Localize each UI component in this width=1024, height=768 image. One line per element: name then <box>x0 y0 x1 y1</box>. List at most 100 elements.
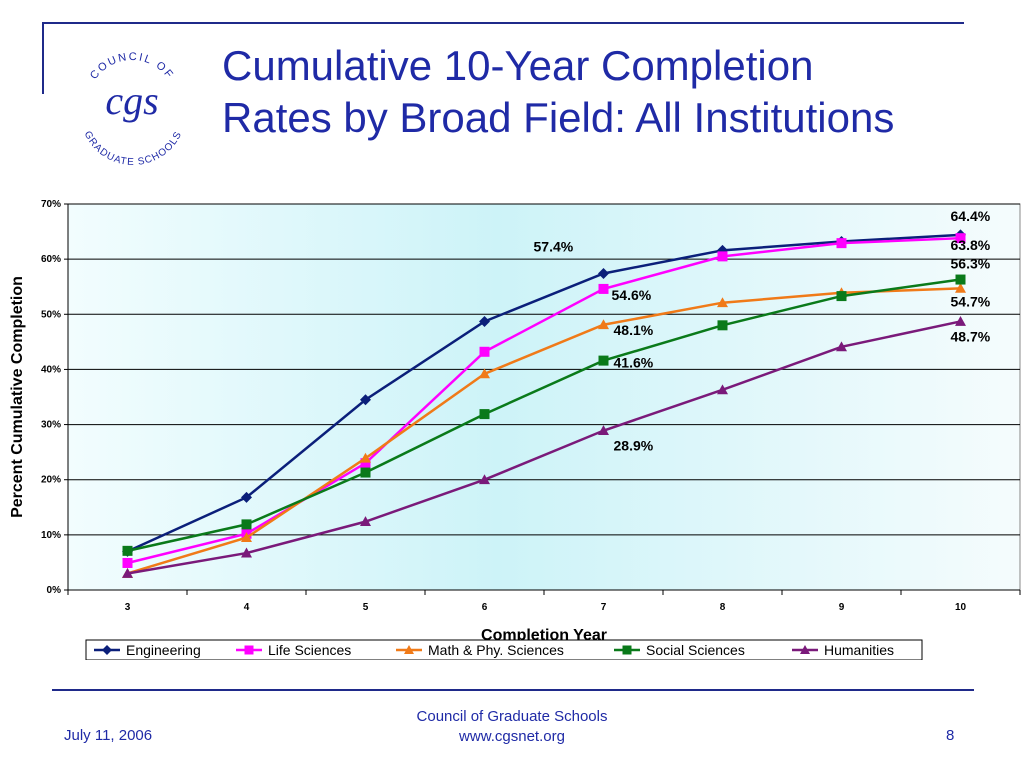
legend-marker <box>622 645 632 655</box>
data-point-life-sciences <box>122 557 133 568</box>
legend-item-engineering: Engineering <box>94 642 201 658</box>
series-humanities <box>122 315 966 578</box>
data-label: 54.6% <box>612 287 652 303</box>
legend-label: Social Sciences <box>646 642 745 658</box>
data-point-engineering <box>360 394 371 406</box>
data-point-math-phy-sciences <box>479 368 490 379</box>
data-point-social-sciences <box>598 355 609 366</box>
x-tick-label: 7 <box>601 602 607 613</box>
footer-rule <box>52 689 974 691</box>
footer-url[interactable]: www.cgsnet.org <box>459 728 565 745</box>
data-label: 64.4% <box>951 208 991 224</box>
data-point-math-phy-sciences <box>598 319 609 330</box>
data-point-social-sciences <box>241 519 252 530</box>
data-point-life-sciences <box>360 458 371 469</box>
y-tick-label: 40% <box>41 364 61 375</box>
legend-item-life-sciences: Life Sciences <box>236 642 351 658</box>
x-tick-label: 5 <box>363 602 369 613</box>
data-label: 48.7% <box>951 328 991 344</box>
data-point-social-sciences <box>717 320 728 331</box>
data-point-math-phy-sciences <box>717 297 728 308</box>
x-tick-label: 9 <box>839 602 845 613</box>
legend-box <box>85 639 923 660</box>
data-point-social-sciences <box>955 274 966 285</box>
y-tick-label: 50% <box>41 309 61 320</box>
data-point-humanities <box>598 425 609 436</box>
cgs-logo: COUNCIL OF cgs GRADUATE SCHOOLS <box>82 51 185 167</box>
series-line-humanities <box>127 320 961 575</box>
data-point-social-sciences <box>479 409 490 420</box>
header-top-rule <box>42 22 964 24</box>
data-point-social-sciences <box>122 545 133 556</box>
logo-bottom-text: GRADUATE SCHOOLS <box>82 129 185 167</box>
data-point-math-phy-sciences <box>360 452 371 463</box>
data-point-life-sciences <box>717 251 728 262</box>
data-label: 41.6% <box>614 355 654 371</box>
data-label: 28.9% <box>614 438 654 454</box>
page-title: Cumulative 10-Year Completion Rates by B… <box>222 40 982 144</box>
data-label: 57.4% <box>534 238 574 254</box>
data-label: 63.8% <box>951 237 991 253</box>
data-label: 56.3% <box>951 256 991 272</box>
data-point-social-sciences <box>360 467 371 478</box>
data-point-life-sciences <box>479 346 490 357</box>
data-point-humanities <box>479 474 490 485</box>
x-tick-label: 6 <box>482 602 488 613</box>
data-point-humanities <box>717 384 728 395</box>
completion-chart: 0%10%20%30%40%50%60%70%3 4 5 6 7 8 9 10Completi… <box>9 199 1021 660</box>
data-point-humanities <box>836 341 847 352</box>
series-line-engineering <box>126 233 961 553</box>
series-line-life-sciences <box>127 236 961 565</box>
data-point-life-sciences <box>955 233 966 244</box>
data-point-math-phy-sciences <box>955 282 966 293</box>
legend-label: Life Sciences <box>268 642 351 658</box>
data-point-engineering <box>479 315 490 327</box>
data-label: 48.1% <box>614 322 654 338</box>
y-axis-label: Percent Cumulative Completion <box>9 276 26 518</box>
legend-marker <box>800 645 810 654</box>
data-point-social-sciences <box>836 291 847 302</box>
legend-label: Engineering <box>126 642 201 658</box>
legend-item-social-sciences: Social Sciences <box>614 642 745 658</box>
data-point-engineering <box>598 267 609 279</box>
data-label: 54.7% <box>951 293 991 309</box>
y-tick-label: 10% <box>41 530 61 541</box>
legend-label: Math & Phy. Sciences <box>428 642 564 658</box>
legend-marker <box>244 645 254 655</box>
x-tick-label: 8 <box>720 602 726 613</box>
y-tick-label: 30% <box>41 420 61 431</box>
legend-item-math-phy-sciences: Math & Phy. Sciences <box>396 642 564 658</box>
page-number: 8 <box>946 727 955 744</box>
plot-area <box>67 203 1021 591</box>
y-tick-label: 70% <box>41 199 61 210</box>
x-tick-label: 4 <box>244 602 250 613</box>
legend-marker <box>404 645 414 654</box>
data-point-math-phy-sciences <box>241 532 252 543</box>
data-point-engineering <box>717 244 728 256</box>
data-point-life-sciences <box>836 238 847 249</box>
logo-monogram: cgs <box>105 78 158 123</box>
series-line-math-phy-sciences <box>127 287 961 575</box>
y-tick-label: 60% <box>41 254 61 265</box>
data-point-life-sciences <box>598 283 609 294</box>
legend-marker <box>102 645 112 655</box>
data-point-humanities <box>360 516 371 527</box>
title-line-2: Rates by Broad Field: All Institutions <box>222 94 895 141</box>
footer-date: July 11, 2006 <box>64 727 153 744</box>
footer-org: Council of Graduate Schools <box>416 708 608 725</box>
data-point-humanities <box>955 315 966 326</box>
footer-org-block: Council of Graduate Schools www.cgsnet.o… <box>360 707 664 747</box>
data-point-engineering <box>241 491 252 503</box>
series-social-sciences <box>122 274 966 556</box>
data-point-humanities <box>241 547 252 558</box>
title-line-1: Cumulative 10-Year Completion <box>222 42 814 89</box>
x-tick-label: 10 <box>955 602 967 613</box>
header-left-rule <box>42 22 44 94</box>
series-line-social-sciences <box>127 278 961 553</box>
y-tick-label: 20% <box>41 475 61 486</box>
x-tick-label: 3 <box>125 602 131 613</box>
data-point-humanities <box>122 567 133 578</box>
y-tick-label: 0% <box>47 585 62 596</box>
legend-label: Humanities <box>824 642 894 658</box>
legend-item-humanities: Humanities <box>792 642 894 658</box>
